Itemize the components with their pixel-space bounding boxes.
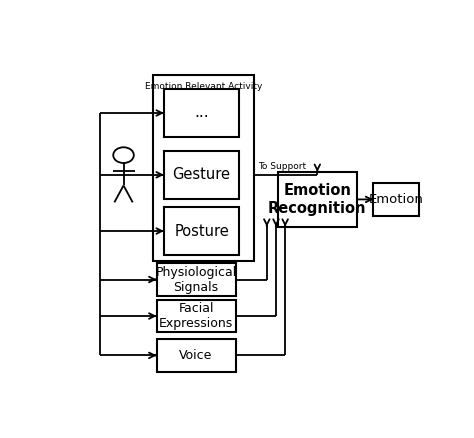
Text: Voice: Voice bbox=[179, 349, 213, 362]
Text: ...: ... bbox=[194, 106, 209, 120]
Bar bbox=[374, 183, 419, 215]
Bar bbox=[156, 300, 236, 332]
Bar bbox=[156, 263, 236, 296]
Bar bbox=[164, 89, 239, 137]
Bar bbox=[156, 339, 236, 371]
Text: Physiological
Signals: Physiological Signals bbox=[155, 265, 237, 293]
Text: Facial
Expressions: Facial Expressions bbox=[159, 302, 233, 330]
Bar bbox=[164, 151, 239, 199]
Bar bbox=[153, 75, 254, 261]
Bar bbox=[164, 207, 239, 255]
Bar bbox=[278, 172, 357, 227]
Text: Posture: Posture bbox=[174, 223, 229, 239]
Text: Emotion: Emotion bbox=[369, 193, 424, 206]
Text: To Support: To Support bbox=[258, 162, 306, 171]
Text: Gesture: Gesture bbox=[173, 167, 230, 182]
Text: Emotion
Recognition: Emotion Recognition bbox=[268, 183, 366, 215]
Text: Emotion Relevant Activity: Emotion Relevant Activity bbox=[145, 82, 262, 91]
